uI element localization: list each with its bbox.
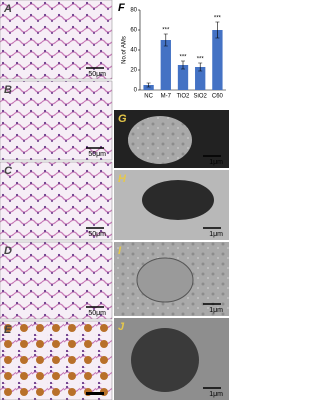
scale-label: 1μm: [209, 231, 223, 238]
panel-label: A: [3, 3, 12, 15]
micrograph-g: [114, 110, 229, 168]
bar: [160, 40, 171, 90]
panel-label: I: [118, 245, 122, 257]
panel-label: G: [118, 113, 127, 125]
error-bar: [198, 62, 203, 72]
x-tick-label: M-7: [161, 94, 172, 100]
panel-label: J: [118, 321, 125, 333]
y-tick-label: 60: [130, 28, 137, 34]
panel-label: F: [118, 2, 125, 14]
error-bar: [215, 21, 220, 39]
x-tick-label: NC: [144, 94, 153, 100]
significance-label: ***: [179, 55, 187, 61]
y-tick-label: 20: [130, 68, 137, 74]
micrograph-h: [114, 170, 229, 240]
scale-label: 1μm: [209, 159, 223, 166]
panel-label: H: [118, 173, 127, 185]
x-tick-label: TiO2: [177, 94, 190, 100]
panel-label: D: [4, 245, 12, 257]
micrograph-b: [0, 80, 113, 161]
y-tick-label: 80: [130, 8, 137, 14]
scale-label: 1μm: [209, 391, 223, 398]
figure: A 50μm B 50μm C 50μm D 50μm E G 1μm H 1μm I 1μm J 1μm F No…: [0, 0, 229, 400]
scale-label: 1μm: [209, 307, 223, 314]
micrograph-j: [114, 318, 229, 400]
significance-label: ***: [214, 16, 222, 22]
scale-label: 50μm: [88, 231, 106, 238]
panel-label: E: [4, 324, 12, 336]
error-bar: [146, 82, 151, 88]
x-tick-label: SiO2: [194, 94, 208, 100]
panel-label: C: [4, 165, 13, 177]
micrograph-e: [0, 320, 113, 400]
x-tick-label: C60: [212, 94, 224, 100]
micrograph-d: [0, 241, 113, 320]
scale-label: 50μm: [88, 151, 106, 158]
scale-label: 50μm: [88, 71, 106, 78]
significance-label: ***: [162, 28, 170, 34]
bar: [143, 85, 154, 90]
scale-label: 50μm: [88, 310, 106, 317]
bar: [195, 67, 206, 90]
error-bar: [181, 60, 185, 70]
panel-label: B: [4, 84, 12, 96]
error-bar: [163, 33, 168, 47]
micrograph-a: [0, 0, 113, 80]
micrograph-i: [114, 242, 229, 316]
y-tick-label: 0: [134, 88, 138, 94]
significance-label: ***: [197, 57, 205, 63]
bar: [177, 65, 189, 90]
scale-bar: [86, 392, 104, 395]
y-axis-label: No.of AMs: [122, 36, 128, 64]
bar: [212, 30, 223, 90]
y-tick-label: 40: [130, 48, 137, 54]
micrograph-c: [0, 161, 113, 241]
